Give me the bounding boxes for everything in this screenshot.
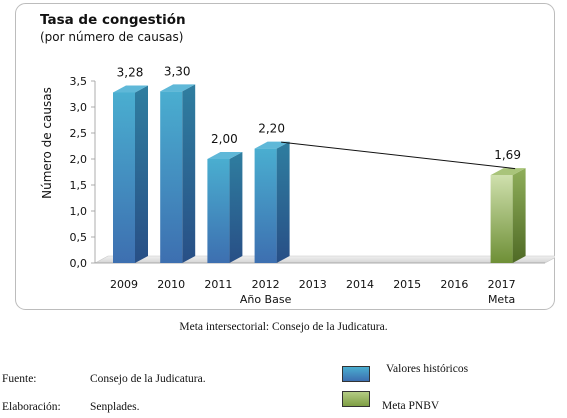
bar-chart: Tasa de congestión (por número de causas… xyxy=(15,3,555,310)
y-tick-label: 2,0 xyxy=(70,153,88,166)
data-label: 1,69 xyxy=(494,148,521,162)
y-tick-label: 3,0 xyxy=(70,101,88,114)
data-label: 2,20 xyxy=(258,122,285,136)
x-tick-label: 2012 xyxy=(252,278,280,291)
x-tick-label: 2009 xyxy=(110,278,138,291)
legend-goal-swatch xyxy=(342,391,370,407)
bar-historic xyxy=(113,85,148,263)
y-tick-label: 1,0 xyxy=(70,205,88,218)
legend-historic-label: Valores históricos xyxy=(386,363,469,375)
chart-title: Tasa de congestión xyxy=(40,12,186,28)
data-label: 2,00 xyxy=(211,132,238,146)
legend-historic-swatch xyxy=(342,366,370,382)
data-label: 3,30 xyxy=(164,64,191,78)
x-tick-label: 2017 xyxy=(488,278,516,291)
x-tick-label: 2013 xyxy=(299,278,327,291)
x-tick-label: 2011 xyxy=(204,278,232,291)
source-label: Fuente: xyxy=(2,373,37,385)
bar-historic xyxy=(254,141,290,263)
y-tick-label: 0,0 xyxy=(70,257,88,270)
bar-historic xyxy=(207,152,243,263)
y-tick-label: 3,5 xyxy=(70,75,88,88)
x-tick-sublabel: Meta xyxy=(488,293,515,306)
source-value: Consejo de la Judicatura. xyxy=(90,373,206,385)
chart-panel: Tasa de congestión (por número de causas… xyxy=(15,3,555,310)
y-axis-label: Número de causas xyxy=(40,87,54,199)
data-label: 3,28 xyxy=(117,65,144,79)
trend-line xyxy=(281,141,516,170)
y-tick-label: 2,5 xyxy=(70,127,88,140)
elaboration-label: Elaboración: xyxy=(2,401,61,413)
y-tick-label: 0,5 xyxy=(70,231,88,244)
x-tick-label: 2010 xyxy=(157,278,185,291)
legend-goal-label: Meta PNBV xyxy=(382,400,440,412)
x-tick-sublabel: Año Base xyxy=(240,293,292,306)
intersectoral-note: Meta intersectorial: Consejo de la Judic… xyxy=(179,321,388,333)
x-tick-label: 2016 xyxy=(440,278,468,291)
chart-subtitle: (por número de causas) xyxy=(40,30,183,44)
y-tick-label: 1,5 xyxy=(70,179,88,192)
bar-historic xyxy=(160,84,196,264)
bar-goal xyxy=(490,168,526,263)
x-tick-label: 2014 xyxy=(346,278,374,291)
x-tick-label: 2015 xyxy=(393,278,421,291)
elaboration-value: Senplades. xyxy=(90,401,140,413)
